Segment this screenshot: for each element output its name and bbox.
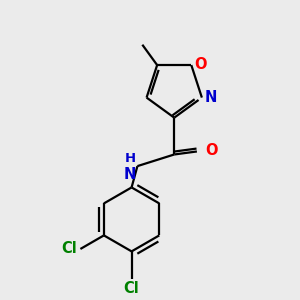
Text: Cl: Cl [124, 281, 140, 296]
Text: O: O [205, 143, 218, 158]
Text: N: N [124, 167, 136, 182]
Text: N: N [205, 90, 217, 105]
Text: O: O [194, 57, 207, 72]
Text: H: H [124, 152, 136, 165]
Text: Cl: Cl [62, 242, 77, 256]
